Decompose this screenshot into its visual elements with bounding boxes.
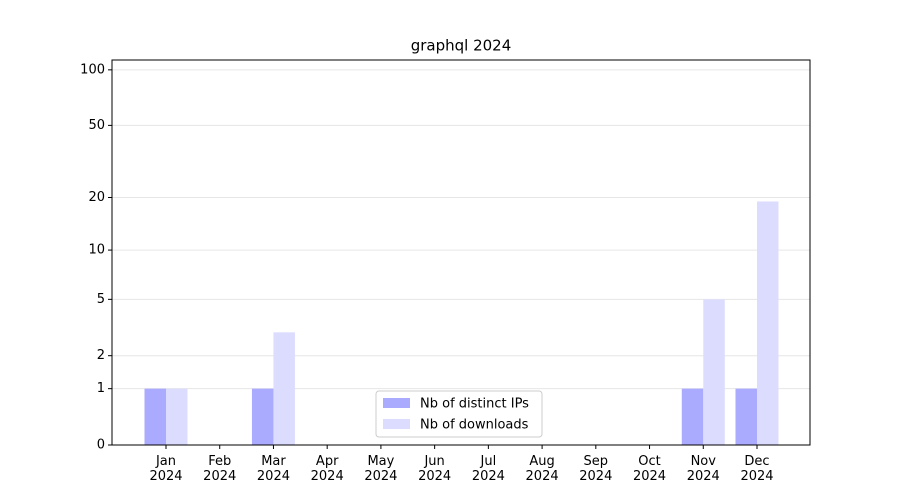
x-tick-label: Oct 2024 bbox=[633, 454, 666, 484]
y-tick-label: 10 bbox=[88, 243, 105, 258]
x-tick-label: Jun 2024 bbox=[418, 454, 451, 484]
y-tick-label: 20 bbox=[88, 190, 105, 205]
x-tick-label: Aug 2024 bbox=[526, 454, 559, 484]
bar bbox=[144, 388, 166, 445]
y-tick-label: 0 bbox=[97, 438, 105, 453]
bar bbox=[681, 388, 704, 445]
bar bbox=[757, 201, 779, 445]
bar bbox=[735, 388, 757, 445]
chart-title: graphql 2024 bbox=[411, 37, 512, 55]
y-tick-label: 2 bbox=[97, 348, 105, 363]
bar bbox=[273, 332, 295, 445]
y-tick-label: 1 bbox=[97, 381, 105, 396]
x-tick-label: Dec 2024 bbox=[740, 454, 773, 484]
bar bbox=[166, 388, 188, 445]
x-tick-label: Apr 2024 bbox=[311, 454, 344, 484]
y-tick-label: 100 bbox=[80, 62, 105, 77]
x-tick-label: Jan 2024 bbox=[149, 454, 182, 484]
y-tick-label: 5 bbox=[97, 292, 105, 307]
x-tick-label: Nov 2024 bbox=[687, 454, 720, 484]
legend-swatch bbox=[383, 419, 410, 429]
legend-label: Nb of downloads bbox=[420, 418, 529, 433]
plot-frame bbox=[111, 59, 811, 446]
bar bbox=[251, 388, 274, 445]
legend-swatch bbox=[383, 398, 410, 408]
legend: Nb of distinct IPs Nb of downloads bbox=[375, 390, 543, 438]
bar bbox=[703, 299, 725, 445]
x-tick-label: Feb 2024 bbox=[203, 454, 236, 484]
x-tick-label: Sep 2024 bbox=[579, 454, 612, 484]
legend-label: Nb of distinct IPs bbox=[420, 397, 529, 412]
x-tick-label: May 2024 bbox=[364, 454, 397, 484]
x-tick-label: Mar 2024 bbox=[257, 454, 290, 484]
x-tick-label: Jul 2024 bbox=[472, 454, 505, 484]
legend-box bbox=[375, 390, 543, 438]
y-tick-label: 50 bbox=[88, 118, 105, 133]
